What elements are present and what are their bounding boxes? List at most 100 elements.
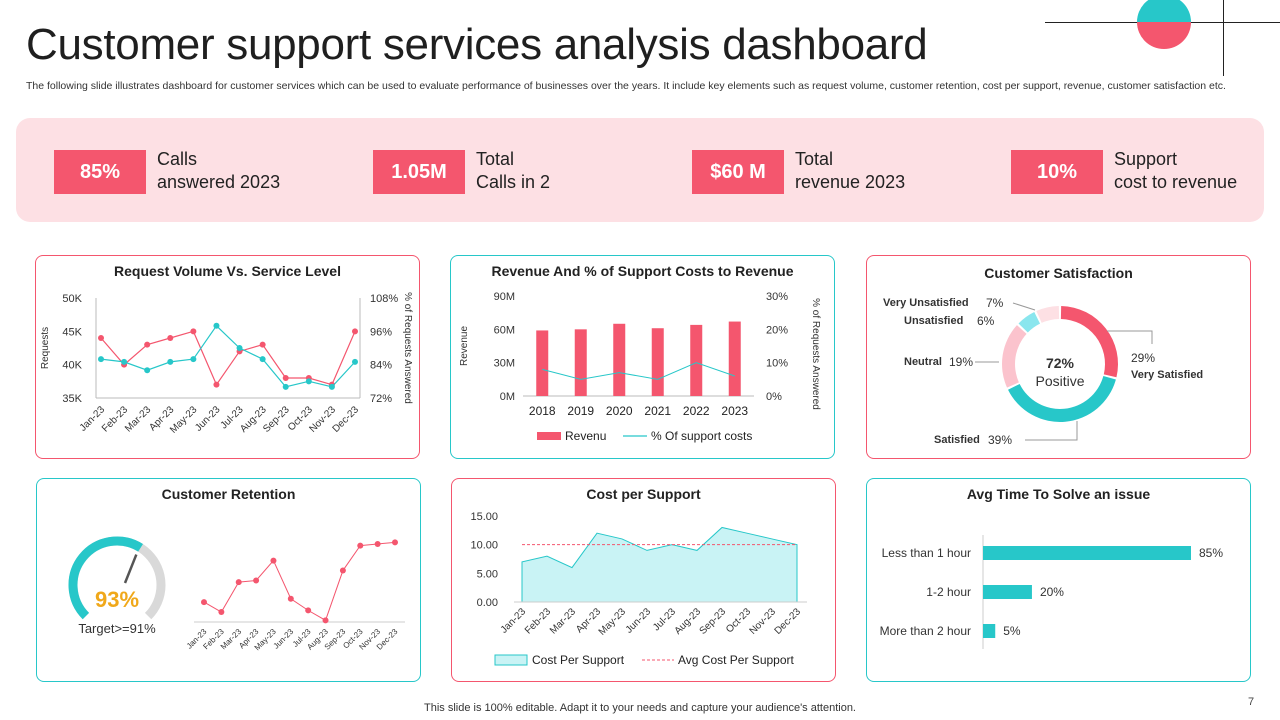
y-tick-label: 0M: [500, 391, 515, 403]
legend-label: Cost Per Support: [532, 653, 625, 667]
series-line: [100, 324, 356, 388]
data-point: [270, 557, 277, 564]
x-tick-label: Dec-23: [331, 404, 362, 435]
page-number: 7: [1248, 696, 1255, 708]
slice-name-label: Very Unsatisfied: [883, 297, 969, 309]
x-tick-label: May-23: [597, 606, 629, 638]
x-tick-label: 2022: [683, 404, 710, 418]
x-tick-label: Feb-23: [523, 606, 553, 636]
x-tick-label: Sep-23: [261, 404, 292, 435]
revenue-bar: [651, 328, 664, 396]
y-tick-label: 30M: [494, 358, 515, 370]
data-point: [235, 579, 242, 586]
y2-tick-label: 96%: [370, 326, 392, 338]
data-point: [190, 328, 197, 335]
slice-name-label: Satisfied: [934, 434, 980, 446]
y-tick-label: 50K: [62, 293, 82, 305]
kpi-label: Total revenue 2023: [795, 149, 906, 192]
data-point: [328, 383, 335, 390]
y-axis-label: Revenue: [459, 326, 470, 366]
y-tick-label: 15.00: [470, 511, 498, 523]
y2-axis-label: % of Requests Answered: [810, 298, 821, 410]
category-label: More than 2 hour: [880, 624, 971, 638]
kpi-label: Total Calls in 2: [476, 149, 551, 192]
data-point: [167, 358, 174, 365]
x-tick-label: 2018: [529, 404, 556, 418]
data-point: [305, 607, 312, 614]
retention-line: [203, 541, 396, 622]
data-point: [287, 595, 294, 602]
data-point: [98, 356, 104, 363]
revenue-chart: 0M 30M 60M 90M 0% 10% 20% 30% Revenue % of Reques…: [459, 291, 821, 443]
revenue-bar: [574, 329, 587, 396]
chart-title: Cost per Support: [586, 486, 701, 502]
leader-line: [1012, 302, 1036, 311]
data-point: [259, 341, 266, 348]
revenue-panel: Revenue And % of Support Costs to Revenu…: [450, 255, 835, 459]
pie-slice: [1018, 312, 1041, 333]
chart-title: Revenue And % of Support Costs to Revenu…: [491, 263, 794, 279]
y2-tick-label: 10%: [766, 358, 788, 370]
center-value: 72%: [1046, 355, 1075, 371]
bar-value-label: 20%: [1040, 585, 1064, 599]
legend-swatch: [494, 654, 528, 666]
revenue-bar: [690, 324, 703, 396]
time-bar: [983, 585, 1032, 599]
data-point: [236, 345, 243, 351]
avg-time-chart: Less than 1 hour 85% 1-2 hour 20% More than …: [880, 535, 1223, 649]
y2-tick-label: 30%: [766, 291, 788, 303]
data-point: [282, 375, 289, 381]
avg-time-panel: Avg Time To Solve an issue Less than 1 h…: [866, 478, 1251, 682]
y-tick-label: 0.00: [477, 597, 498, 609]
footer-note: This slide is 100% editable. Adapt it to…: [424, 702, 856, 714]
kpi-value: $60 M: [692, 150, 784, 194]
y-tick-label: 90M: [494, 291, 515, 303]
x-tick-label: Mar-23: [123, 404, 153, 434]
kpi-label: Calls answered 2023: [157, 149, 281, 192]
data-point: [253, 577, 260, 584]
x-tick-label: Mar-23: [548, 606, 578, 636]
x-tick-label: Nov-23: [748, 606, 779, 637]
data-point: [339, 567, 346, 574]
cost-per-support-panel: Cost per Support 0.00 5.00 10.00 15.00 Jan-2…: [451, 478, 836, 682]
category-label: Less than 1 hour: [882, 546, 971, 560]
kpi-value: 1.05M: [373, 150, 465, 194]
data-point: [374, 540, 381, 547]
center-label: Positive: [1035, 373, 1084, 389]
x-tick-label: 2023: [721, 404, 748, 418]
x-tick-label: Jun-23: [272, 627, 296, 651]
slice-value-label: 29%: [1131, 351, 1155, 365]
decorative-circle: [1137, 0, 1191, 49]
kpi-value: 85%: [54, 150, 146, 194]
data-point: [259, 356, 266, 363]
y2-tick-label: 108%: [370, 293, 398, 305]
cost-area: [521, 526, 798, 603]
kpi-label: Support cost to revenue: [1114, 149, 1238, 192]
revenue-bar: [728, 321, 741, 396]
x-tick-label: Jun-23: [193, 404, 223, 434]
y-axis-label: Requests: [40, 327, 51, 369]
kpi-value: 10%: [1011, 150, 1103, 194]
x-tick-label: 2020: [606, 404, 633, 418]
y2-axis-label: % of Requests Answered: [402, 292, 413, 404]
y-tick-label: 45K: [62, 326, 82, 338]
x-tick-label: Jun-23: [624, 606, 654, 636]
page-title: Customer support services analysis dashb…: [26, 20, 928, 69]
revenue-bar: [613, 323, 626, 396]
target-label: Target>=91%: [78, 621, 156, 636]
y2-tick-label: 0%: [766, 391, 782, 403]
pie-slice: [1008, 376, 1116, 422]
legend-label: Revenu: [565, 429, 606, 443]
data-point: [213, 322, 220, 329]
y2-tick-label: 72%: [370, 393, 392, 405]
gauge-value: 93%: [95, 587, 139, 612]
chart-title: Customer Satisfaction: [984, 265, 1133, 281]
slice-value-label: 6%: [977, 314, 995, 328]
gauge-needle: [123, 554, 138, 584]
time-bar: [983, 624, 996, 638]
pie-slice: [1036, 306, 1060, 323]
series-line: [100, 330, 356, 386]
y-tick-label: 35K: [62, 393, 82, 405]
leader-line: [1025, 421, 1078, 441]
data-point: [213, 381, 220, 388]
